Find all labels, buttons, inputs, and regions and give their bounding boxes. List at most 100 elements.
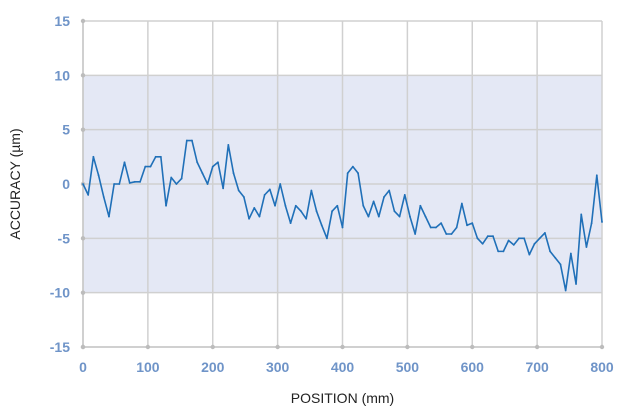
data-point xyxy=(601,221,603,223)
data-point xyxy=(232,172,235,175)
data-point xyxy=(471,222,474,225)
data-point xyxy=(196,161,199,164)
data-point xyxy=(248,217,250,220)
x-tick-label: 500 xyxy=(396,359,420,375)
data-point xyxy=(460,202,463,205)
series-group xyxy=(82,139,603,292)
tick-markers xyxy=(80,18,605,350)
data-point xyxy=(590,222,593,225)
x-tick-mark xyxy=(405,344,410,350)
data-point xyxy=(440,222,443,225)
data-point xyxy=(237,189,240,192)
x-tick-label: 600 xyxy=(461,359,485,375)
data-point xyxy=(595,174,598,177)
y-tick-label: 15 xyxy=(54,13,70,29)
data-point xyxy=(149,165,152,168)
y-tick-label: 0 xyxy=(62,176,70,192)
data-point xyxy=(502,250,505,253)
data-point xyxy=(424,215,427,218)
data-point xyxy=(549,250,551,253)
data-point xyxy=(398,215,401,218)
y-tick-mark xyxy=(80,73,86,78)
y-tick-label: -15 xyxy=(50,339,70,355)
data-point xyxy=(564,289,567,292)
x-tick-mark xyxy=(470,344,475,350)
data-point xyxy=(326,237,328,240)
y-tick-mark xyxy=(80,290,86,295)
x-tick-label: 700 xyxy=(525,359,549,375)
data-point xyxy=(476,237,479,240)
data-point xyxy=(279,183,282,185)
y-tick-label: -10 xyxy=(50,285,70,301)
data-point xyxy=(445,233,448,235)
x-tick-mark xyxy=(275,344,280,350)
data-point xyxy=(435,226,437,229)
data-point xyxy=(466,224,468,227)
data-point xyxy=(585,246,588,248)
y-tick-label: 10 xyxy=(54,67,70,83)
x-tick-label: 0 xyxy=(79,359,87,375)
data-point xyxy=(294,204,297,207)
data-point xyxy=(538,237,541,240)
data-point xyxy=(154,155,157,158)
x-tick-mark xyxy=(145,344,151,350)
data-point xyxy=(414,233,417,235)
data-point xyxy=(336,204,339,207)
y-tick-mark xyxy=(80,18,86,24)
y-tick-mark xyxy=(80,344,86,350)
data-point xyxy=(170,176,173,179)
data-point xyxy=(320,224,323,227)
data-point xyxy=(175,183,178,185)
data-point xyxy=(559,263,562,266)
y-tick-mark xyxy=(80,127,86,132)
x-axis-title: POSITION (mm) xyxy=(291,390,394,406)
data-point xyxy=(217,161,219,164)
data-point xyxy=(134,180,136,183)
data-point xyxy=(92,155,95,158)
data-point xyxy=(554,256,557,259)
data-point xyxy=(305,217,308,220)
data-point xyxy=(372,200,375,203)
data-point xyxy=(82,183,84,185)
data-point xyxy=(118,183,121,185)
data-point xyxy=(300,210,302,213)
x-tick-label: 300 xyxy=(266,359,290,375)
data-point xyxy=(580,213,583,216)
data-point xyxy=(512,243,515,246)
data-point xyxy=(569,252,572,255)
data-point xyxy=(383,196,385,198)
data-point xyxy=(533,242,536,245)
data-point xyxy=(113,183,116,185)
data-point xyxy=(346,172,349,175)
data-point xyxy=(139,180,141,183)
data-point xyxy=(544,232,546,234)
data-point xyxy=(357,172,359,175)
data-point xyxy=(180,177,183,180)
x-tick-mark xyxy=(599,344,605,350)
x-tick-labels: 0 100 200 300 400 500 600 700 800 xyxy=(79,359,614,375)
data-point xyxy=(367,215,370,218)
data-point xyxy=(362,204,365,207)
x-tick-label: 100 xyxy=(136,359,160,375)
data-point xyxy=(492,235,494,238)
data-point xyxy=(528,253,531,256)
data-point xyxy=(165,204,167,207)
data-point xyxy=(486,235,489,238)
data-point xyxy=(523,237,526,240)
data-point xyxy=(268,188,271,191)
x-tick-mark xyxy=(340,344,345,350)
data-point xyxy=(201,172,204,175)
data-point xyxy=(97,174,100,177)
data-point xyxy=(87,193,90,196)
data-point xyxy=(159,155,162,158)
data-point xyxy=(227,143,230,146)
data-point xyxy=(206,183,209,185)
data-point xyxy=(274,204,276,207)
y-tick-label: -5 xyxy=(58,230,71,246)
data-point xyxy=(429,226,432,229)
data-point xyxy=(144,165,147,168)
data-point xyxy=(128,182,131,184)
data-point xyxy=(507,239,510,242)
data-point xyxy=(222,187,225,190)
